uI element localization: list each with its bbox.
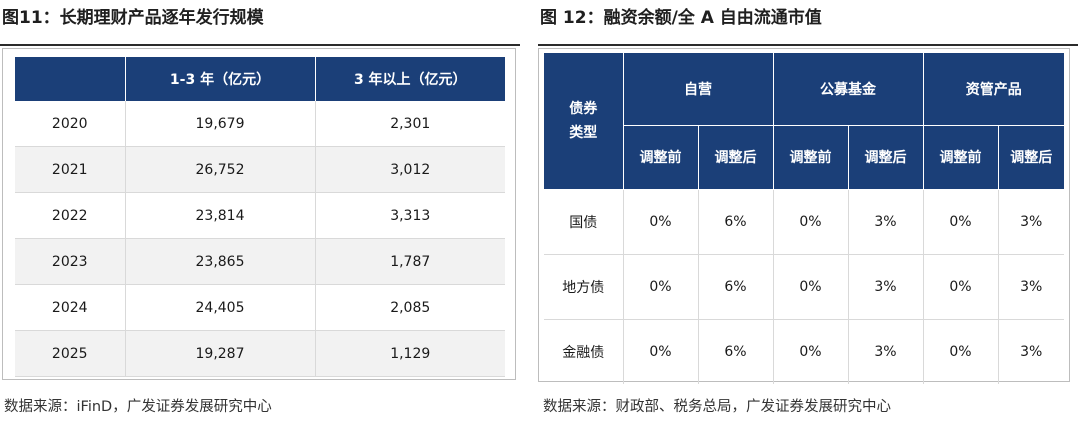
table-row: 2024 24,405 2,085 [15, 284, 505, 331]
value-cell: 0% [623, 319, 699, 384]
sub-header-row: 调整前 调整后 调整前 调整后 调整前 调整后 [544, 125, 1064, 190]
value-cell: 3% [1020, 343, 1043, 360]
issuance-table: 1-3 年（亿元） 3 年以上（亿元） 2020 19,679 2,301 20… [15, 57, 505, 377]
header-cell [15, 57, 126, 101]
bond-type-cell: 地方债 [544, 254, 624, 320]
value-cell: 3% [848, 254, 924, 320]
corner-header-cell: 债券 类型 [544, 53, 624, 190]
left-title-rule [0, 44, 520, 46]
value-cell: 0% [773, 319, 849, 384]
value-cell: 1,129 [315, 330, 505, 377]
sub-header-cell: 调整前 [773, 125, 849, 190]
value-cell: 0% [623, 254, 699, 320]
value-cell: 6% [698, 319, 774, 384]
value-cell: 6% [698, 189, 774, 255]
value-cell: 0% [623, 189, 699, 255]
value-cell: 0% [923, 254, 999, 320]
value-cell: 19,679 [125, 101, 316, 147]
value-cell: 3% [998, 254, 1064, 320]
value-cell: 0% [773, 254, 849, 320]
table-row: 2021 26,752 3,012 [15, 146, 505, 193]
sub-header-cell: 调整后 [698, 125, 774, 190]
header-cell: 1-3 年（亿元） [125, 57, 316, 101]
group-header-cell: 公募基金 [773, 53, 924, 126]
left-figure: 图11：长期理财产品逐年发行规模 [0, 0, 520, 46]
year-cell: 2023 [15, 238, 126, 285]
bond-type-cell: 金融债 [544, 319, 624, 384]
group-header-row: 债券 类型 自营 公募基金 资管产品 [544, 53, 1064, 190]
sub-header-cell: 调整前 [923, 125, 999, 190]
left-figure-title: 图11：长期理财产品逐年发行规模 [2, 8, 264, 28]
right-title-rule [538, 44, 1078, 46]
table-row: 地方债 0% 6% 0% 3% 0% 3% [544, 254, 1064, 320]
year-cell: 2025 [15, 330, 126, 377]
value-cell: 26,752 [125, 146, 316, 193]
value-cell: 6% [698, 254, 774, 320]
value-cell: 3% [848, 319, 924, 384]
value-cell: 24,405 [125, 284, 316, 331]
value-cell: 3,313 [315, 192, 505, 239]
group-header-cell: 自营 [623, 53, 774, 126]
year-cell: 2020 [15, 101, 126, 147]
sub-header-cell: 调整后 [848, 125, 924, 190]
sub-header-cell: 调整前 [623, 125, 699, 190]
right-figure: 图 12：融资余额/全 A 自由流通市值 [538, 0, 1078, 46]
table-row: 2022 23,814 3,313 [15, 192, 505, 239]
table-row: 2023 23,865 1,787 [15, 238, 505, 285]
left-source-note: 数据来源：iFinD，广发证券发展研究中心 [4, 399, 272, 415]
bond-type-cell: 国债 [544, 189, 624, 255]
value-cell: 0% [923, 319, 999, 384]
right-figure-title: 图 12：融资余额/全 A 自由流通市值 [540, 8, 822, 28]
table-row: 2020 19,679 2,301 [15, 101, 505, 147]
year-cell: 2024 [15, 284, 126, 331]
value-cell: 23,865 [125, 238, 316, 285]
sub-header-cell: 调整后 [998, 125, 1064, 190]
value-cell: 0% [923, 189, 999, 255]
right-source-note: 数据来源：财政部、税务总局，广发证券发展研究中心 [543, 399, 891, 415]
value-cell: 19,287 [125, 330, 316, 377]
value-cell: 0% [773, 189, 849, 255]
table-header-row: 1-3 年（亿元） 3 年以上（亿元） [15, 57, 505, 101]
ratio-adjustment-table: 债券 类型 自营 公募基金 资管产品 调整前 调整后 调整前 调整后 调整前 调… [544, 53, 1064, 384]
year-cell: 2021 [15, 146, 126, 193]
right-table-frame: 债券 类型 自营 公募基金 资管产品 调整前 调整后 调整前 调整后 调整前 调… [538, 48, 1070, 384]
table-row: 2025 19,287 1,129 [15, 330, 505, 377]
value-cell: 2,301 [315, 101, 505, 147]
table-row: 金融债 0% 6% 0% 3% 0% 3% [544, 319, 1064, 384]
value-cell: 2,085 [315, 284, 505, 331]
group-header-cell: 资管产品 [923, 53, 1064, 126]
value-cell: 23,814 [125, 192, 316, 239]
header-cell: 3 年以上（亿元） [315, 57, 505, 101]
year-cell: 2022 [15, 192, 126, 239]
table-row: 国债 0% 6% 0% 3% 0% 3% [544, 189, 1064, 255]
value-cell: 3% [848, 189, 924, 255]
value-cell: 3,012 [315, 146, 505, 193]
left-table-frame: 1-3 年（亿元） 3 年以上（亿元） 2020 19,679 2,301 20… [2, 48, 516, 380]
value-cell: 3% [998, 189, 1064, 255]
value-cell: 1,787 [315, 238, 505, 285]
